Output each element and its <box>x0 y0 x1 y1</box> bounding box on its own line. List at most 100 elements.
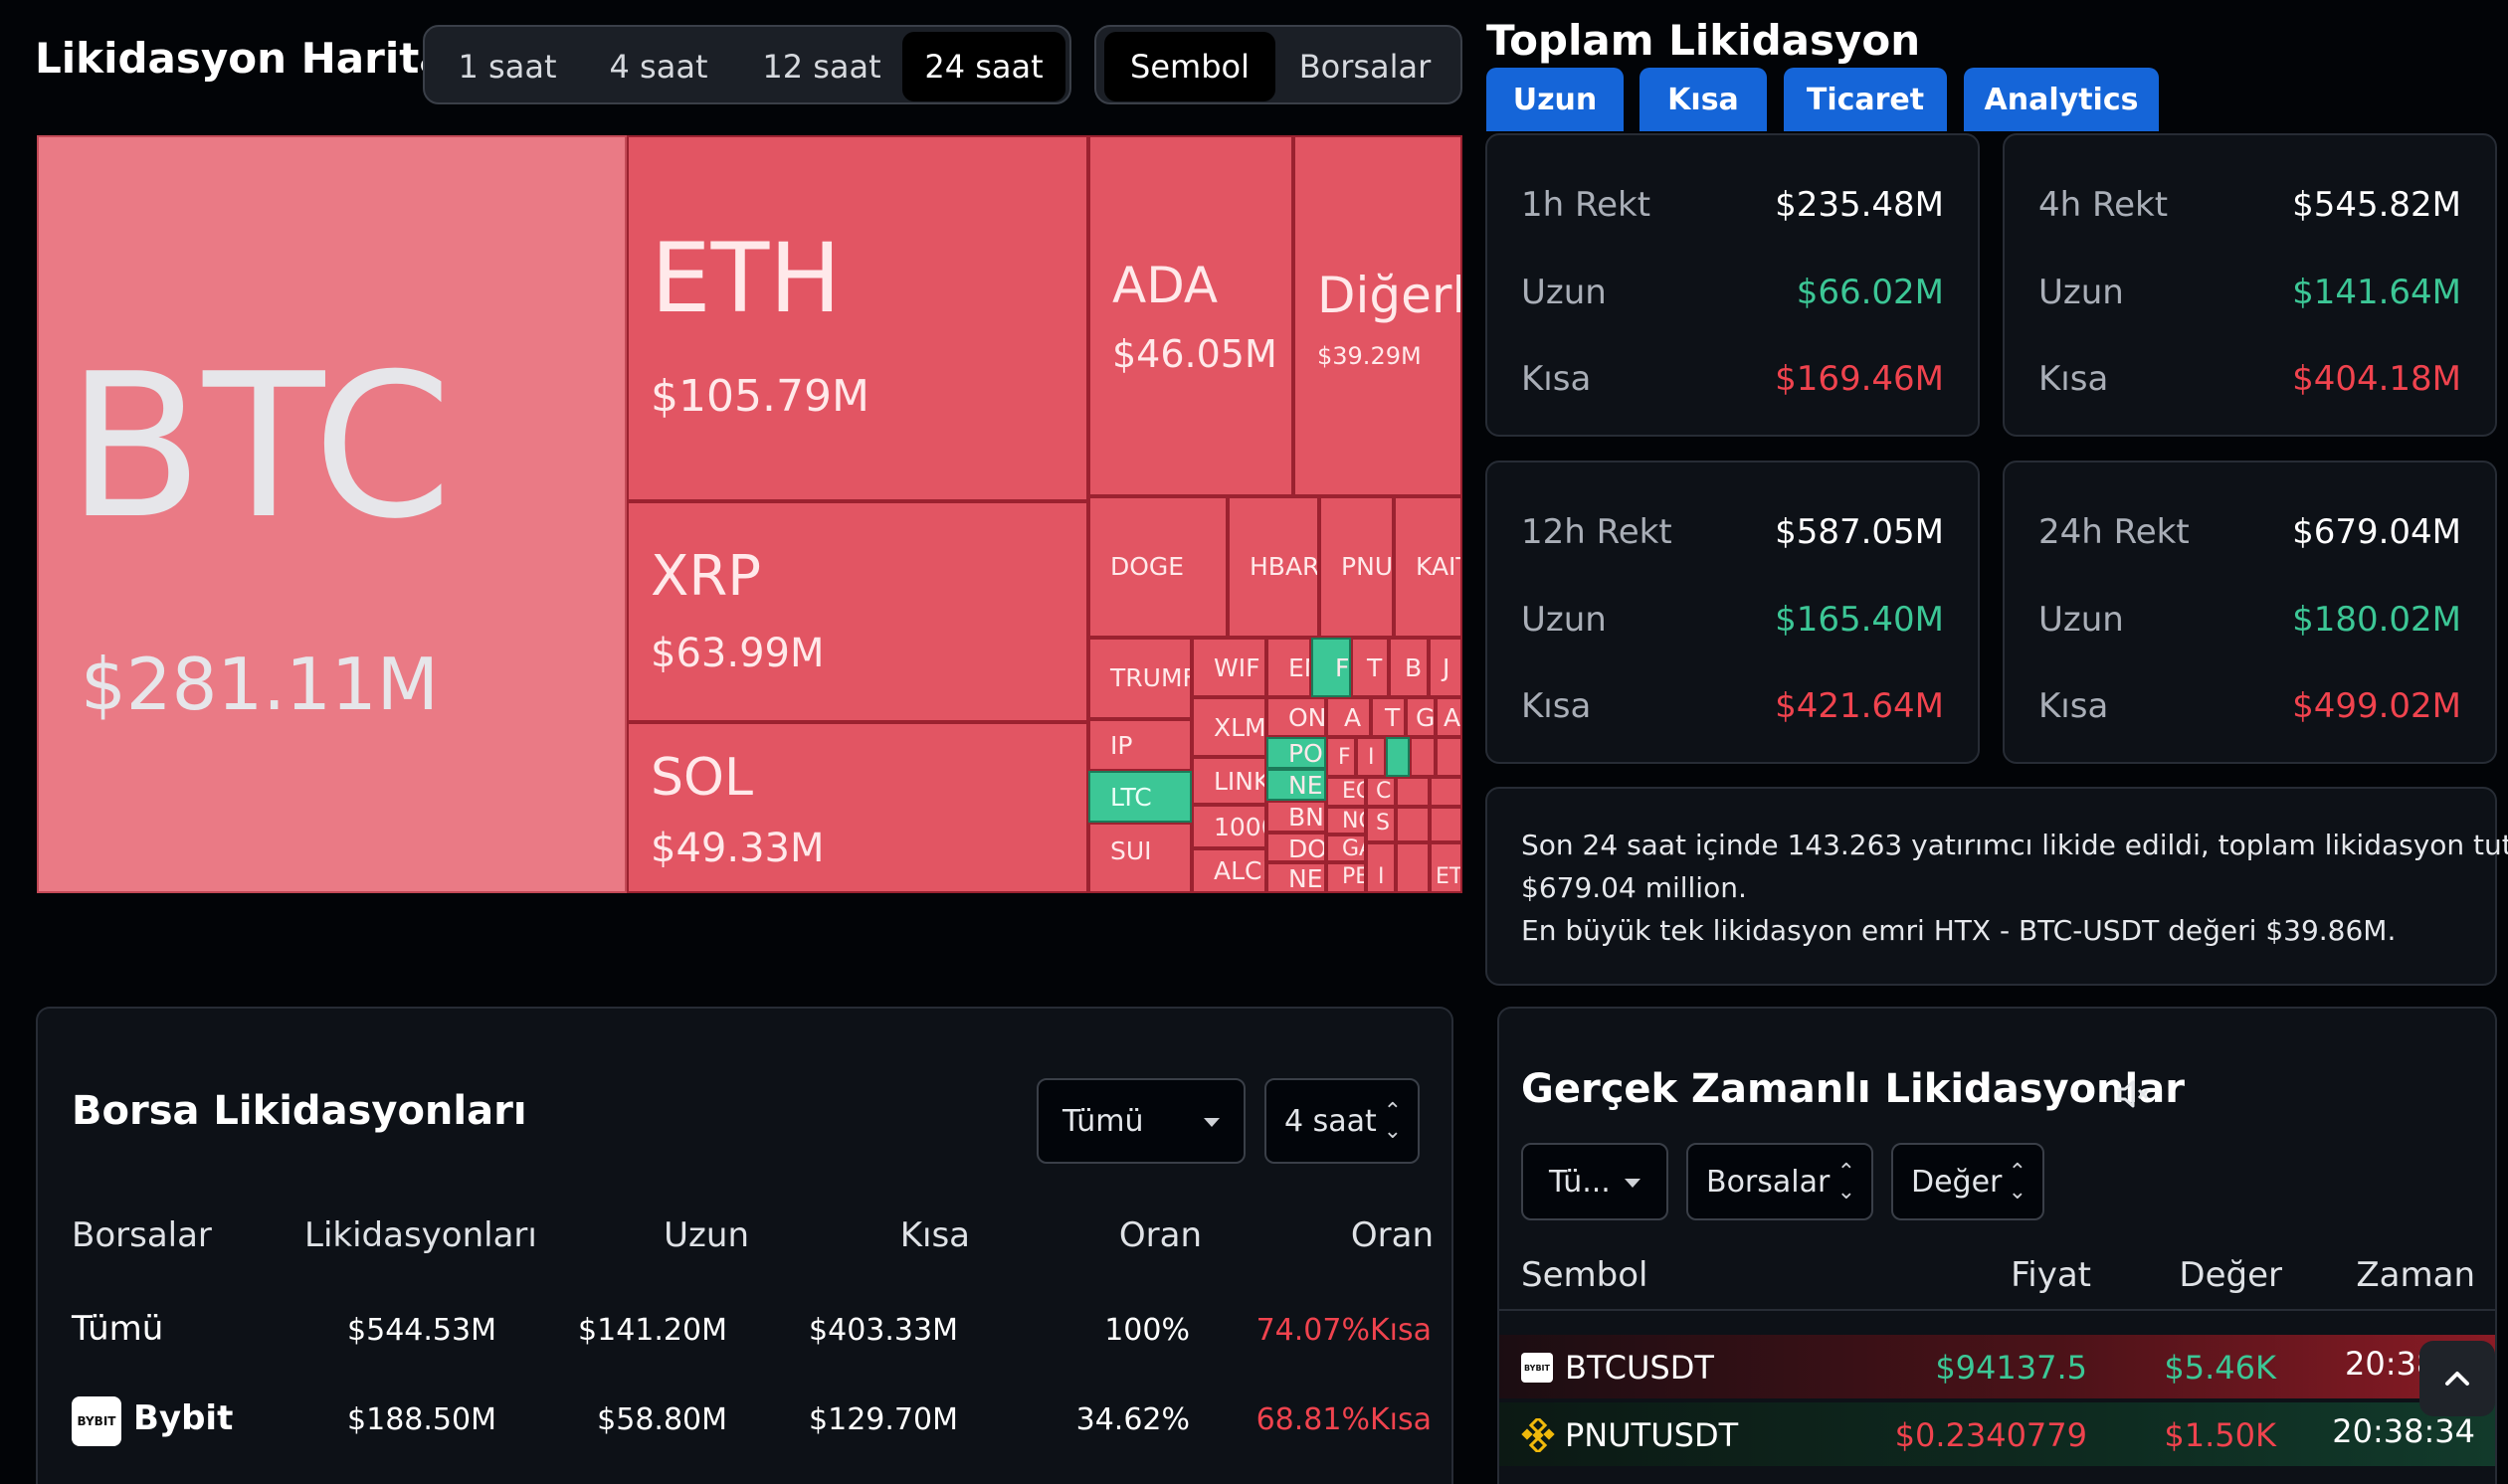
tile-symbol: EN <box>1288 653 1309 682</box>
tile-wif[interactable]: WIF <box>1192 638 1266 697</box>
tile-symbol: LTC <box>1110 783 1152 812</box>
col-header-oran-side: Oran <box>1350 1215 1434 1255</box>
short-label: Kısa <box>2038 359 2109 399</box>
tile-symbol: T <box>1367 653 1383 682</box>
tile-small[interactable]: B <box>1389 638 1429 697</box>
short-label: Kısa <box>1521 686 1592 726</box>
tile-ip[interactable]: IP <box>1088 719 1192 771</box>
tile-small[interactable]: A <box>1326 697 1371 737</box>
binance-logo-icon <box>1521 1415 1555 1455</box>
tile-ada[interactable]: ADA $46.05M <box>1088 135 1293 496</box>
tile-small[interactable]: EN <box>1266 638 1311 697</box>
tile-small[interactable] <box>1410 737 1436 777</box>
liquidation-row[interactable]: PNUTUSDT $0.2340779 $1.50K 20:38:34 <box>1499 1402 2495 1466</box>
tab-analytics[interactable]: Analytics <box>1964 68 2159 131</box>
col-header-deger: Değer <box>2179 1255 2282 1295</box>
col-header-uzun: Uzun <box>664 1215 749 1255</box>
tile-small[interactable]: PE <box>1326 862 1366 893</box>
tile-pnut[interactable]: PNU <box>1319 496 1394 638</box>
tile-btc[interactable]: BTC $281.11M <box>37 135 627 893</box>
tab-borsalar[interactable]: Borsalar <box>1298 48 1432 86</box>
tab-24-saat[interactable]: 24 saat <box>902 32 1065 101</box>
total-value: $188.50M <box>347 1402 496 1437</box>
tab-12-saat[interactable]: 12 saat <box>762 48 881 86</box>
tile-small[interactable]: PO <box>1266 737 1326 769</box>
tile-ltc[interactable]: LTC <box>1088 771 1192 823</box>
short-value: $499.02M <box>2292 686 2461 726</box>
short-label: Kısa <box>2038 686 2109 726</box>
tile-doge[interactable]: DOGE <box>1088 496 1228 638</box>
rekt-card-1h: 1h Rekt $235.48M Uzun $66.02M Kısa $169.… <box>1485 133 1980 437</box>
tile-small[interactable]: DO <box>1266 833 1326 862</box>
tile-xlm[interactable]: XLM <box>1192 697 1266 757</box>
side-ratio: 68.81%Kısa <box>1255 1402 1432 1437</box>
tile-symbol: TRUMF <box>1110 663 1192 692</box>
tile-symbol: BTC <box>67 331 453 563</box>
heatmap-title: Likidasyon Haritası <box>35 34 487 83</box>
scroll-to-top-button[interactable] <box>2419 1341 2495 1416</box>
tile-symbol: XLM <box>1214 713 1266 742</box>
tile-alch[interactable]: ALCH <box>1192 848 1266 893</box>
liquidation-row[interactable]: BYBIT BTCUSDT $94137.5 $5.46K 20:38 <box>1499 1335 2495 1398</box>
tile-small[interactable]: GA <box>1326 835 1366 862</box>
tile-small[interactable]: F <box>1326 737 1356 777</box>
tile-small[interactable]: NO <box>1326 807 1366 835</box>
tile-small[interactable]: S <box>1366 807 1396 842</box>
tile-xrp[interactable]: XRP $63.99M <box>627 501 1088 722</box>
tile-small[interactable]: I <box>1356 737 1386 777</box>
tile-small[interactable]: F <box>1311 638 1351 697</box>
value-filter-select[interactable]: Değer ⌃ ⌄ <box>1891 1143 2044 1220</box>
tile-small[interactable]: A <box>1436 697 1462 737</box>
tile-link[interactable]: LINK <box>1192 757 1266 805</box>
tile-sol[interactable]: SOL $49.33M <box>627 722 1088 893</box>
tile-eth[interactable]: ETH $105.79M <box>627 135 1088 501</box>
tile-small[interactable] <box>1396 777 1430 807</box>
tile-small[interactable]: I <box>1366 842 1396 893</box>
tile-small[interactable]: ET <box>1430 842 1462 893</box>
tile-small[interactable] <box>1430 807 1462 842</box>
tile-small[interactable]: EG <box>1326 777 1366 807</box>
tab-kisa[interactable]: Kısa <box>1640 68 1767 131</box>
tile-small[interactable]: NE <box>1266 769 1326 801</box>
tile-small[interactable]: BN <box>1266 801 1326 833</box>
tile-hbar[interactable]: HBAR <box>1228 496 1319 638</box>
tile-symbol: ET <box>1436 864 1462 889</box>
long-value: $165.40M <box>1775 600 1944 640</box>
tab-ticaret[interactable]: Ticaret <box>1784 68 1947 131</box>
short-value: $403.33M <box>809 1313 958 1348</box>
exchange-filter-select[interactable]: Borsalar ⌃ ⌄ <box>1686 1143 1873 1220</box>
tile-small[interactable]: ON <box>1266 697 1326 737</box>
tile-symbol: WIF <box>1214 653 1260 682</box>
tile-small[interactable]: NE <box>1266 862 1326 893</box>
tile-small[interactable]: G <box>1406 697 1436 737</box>
tile-small[interactable] <box>1396 842 1430 893</box>
tile-small[interactable] <box>1430 777 1462 807</box>
tile-symbol: ALCH <box>1214 856 1264 885</box>
tile-symbol: I <box>1368 745 1375 770</box>
tile-1000[interactable]: 1000 <box>1192 805 1266 848</box>
tile-small[interactable]: J <box>1429 638 1462 697</box>
tab-uzun[interactable]: Uzun <box>1486 68 1624 131</box>
tile-trump[interactable]: TRUMF <box>1088 638 1192 719</box>
tile-sui[interactable]: SUI <box>1088 823 1192 893</box>
rekt-total: $545.82M <box>2292 185 2461 225</box>
tile-small[interactable]: T <box>1351 638 1389 697</box>
mute-icon[interactable] <box>2113 1074 2153 1114</box>
exchange-period-select[interactable]: 4 saat ⌃ ⌄ <box>1264 1078 1420 1164</box>
tile-small[interactable] <box>1396 807 1430 842</box>
tab-1-saat[interactable]: 1 saat <box>458 48 557 86</box>
table-row[interactable]: Tümü $544.53M $141.20M $403.33M 100% 74.… <box>38 1297 1451 1367</box>
tab-4-saat[interactable]: 4 saat <box>609 48 708 86</box>
tile-small[interactable]: T <box>1371 697 1406 737</box>
table-row[interactable]: BYBIT Bybit $188.50M $58.80M $129.70M 34… <box>38 1387 1451 1456</box>
tile-small[interactable] <box>1436 737 1462 777</box>
value: $1.50K <box>2164 1416 2276 1454</box>
dropdown-value: 4 saat <box>1284 1103 1377 1139</box>
tile-small[interactable] <box>1386 737 1410 777</box>
exchange-filter-dropdown[interactable]: Tümü <box>1037 1078 1246 1164</box>
symbol-filter-dropdown[interactable]: Tü... <box>1521 1143 1668 1220</box>
tile-others[interactable]: Diğerle $39.29M <box>1293 135 1462 496</box>
tile-small[interactable]: C <box>1366 777 1396 807</box>
tab-sembol[interactable]: Sembol <box>1104 32 1275 101</box>
